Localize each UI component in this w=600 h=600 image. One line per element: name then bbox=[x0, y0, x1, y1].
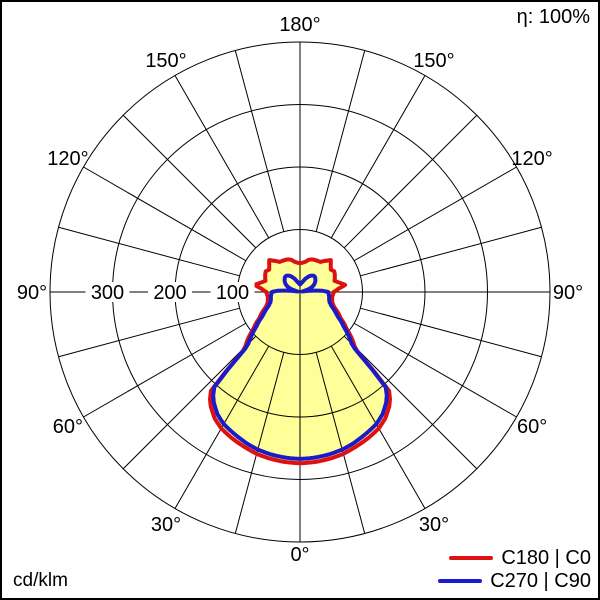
angle-label-30-left: 30° bbox=[151, 514, 181, 536]
grid-spoke bbox=[58, 226, 240, 277]
angle-label-150-left: 150° bbox=[145, 50, 186, 72]
grid-spoke bbox=[174, 75, 270, 239]
grid-spoke bbox=[58, 307, 240, 358]
grid-spoke bbox=[353, 166, 517, 262]
grid-spoke bbox=[360, 226, 542, 277]
legend-item: C270 | C90 bbox=[438, 571, 591, 591]
angle-label-30-right: 30° bbox=[419, 514, 449, 536]
grid-spoke bbox=[122, 335, 257, 470]
grid-spoke bbox=[122, 114, 257, 249]
grid-spoke bbox=[83, 322, 247, 418]
legend-line-blue-icon bbox=[438, 579, 483, 583]
legend-line-red-icon bbox=[449, 556, 494, 560]
legend-label: C180 | C0 bbox=[501, 547, 591, 569]
radial-label-bg bbox=[85, 282, 130, 302]
angle-label-120-right: 120° bbox=[511, 148, 552, 170]
angle-label-120-left: 120° bbox=[47, 148, 88, 170]
chart-legend: C180 | C0 C270 | C90 bbox=[438, 548, 591, 591]
radial-label-bg bbox=[148, 282, 192, 302]
angle-label-150-right: 150° bbox=[413, 50, 454, 72]
grid-spoke bbox=[353, 322, 517, 418]
grid-spoke bbox=[343, 335, 478, 470]
unit-label: cd/klm bbox=[13, 570, 68, 591]
grid-spoke bbox=[234, 352, 285, 534]
legend-item: C180 | C0 bbox=[449, 548, 591, 568]
grid-spoke bbox=[330, 75, 426, 239]
grid-spoke bbox=[315, 50, 366, 232]
grid-spoke bbox=[343, 114, 478, 249]
efficiency-label: η: 100% bbox=[516, 6, 590, 28]
radial-tick-label-200: 200 bbox=[153, 282, 186, 304]
grid-spoke bbox=[83, 166, 247, 262]
angle-label-60-left: 60° bbox=[53, 416, 83, 438]
angle-label-90-right: 90° bbox=[553, 282, 583, 304]
angle-label-0: 0° bbox=[290, 544, 309, 566]
angle-label-180: 180° bbox=[279, 14, 320, 36]
angle-label-90-left: 90° bbox=[17, 282, 47, 304]
grid-spoke bbox=[315, 352, 366, 534]
radial-tick-label-300: 300 bbox=[91, 282, 124, 304]
angle-label-60-right: 60° bbox=[517, 416, 547, 438]
curve-c270-c90 bbox=[211, 273, 389, 461]
legend-label: C270 | C90 bbox=[490, 570, 591, 592]
radial-tick-label-100: 100 bbox=[216, 282, 249, 304]
radial-label-bg bbox=[210, 282, 255, 302]
grid-spoke bbox=[360, 307, 542, 358]
grid-spoke bbox=[234, 50, 285, 232]
